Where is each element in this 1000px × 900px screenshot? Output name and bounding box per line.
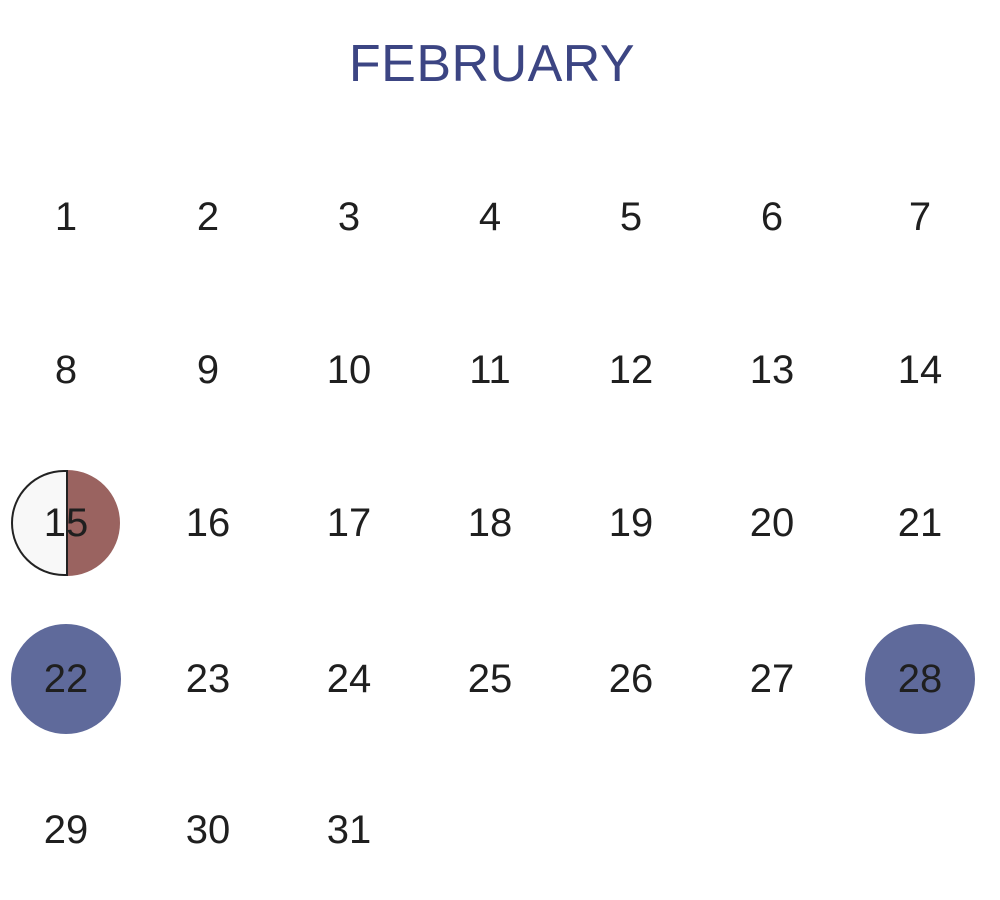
day-cell-19[interactable]: 19 bbox=[575, 467, 687, 579]
day-cell-18[interactable]: 18 bbox=[434, 467, 546, 579]
day-number: 19 bbox=[608, 500, 654, 545]
day-number: 21 bbox=[897, 500, 943, 545]
day-cell-23[interactable]: 23 bbox=[152, 623, 264, 735]
day-cell-4[interactable]: 4 bbox=[434, 161, 546, 273]
day-number: 31 bbox=[326, 807, 372, 852]
day-number: 27 bbox=[749, 656, 795, 701]
day-number: 14 bbox=[897, 347, 943, 392]
day-cell-30[interactable]: 30 bbox=[152, 774, 264, 886]
day-number: 28 bbox=[897, 656, 943, 701]
day-number: 10 bbox=[326, 347, 372, 392]
day-cell-31[interactable]: 31 bbox=[293, 774, 405, 886]
day-number: 11 bbox=[469, 347, 511, 392]
day-number: 6 bbox=[760, 194, 784, 239]
day-cell-13[interactable]: 13 bbox=[716, 314, 828, 426]
day-number: 7 bbox=[908, 194, 932, 239]
selected-day-circle bbox=[865, 624, 975, 734]
selected-day-circle bbox=[11, 624, 121, 734]
day-number: 15 bbox=[43, 500, 89, 545]
day-number: 13 bbox=[749, 347, 795, 392]
day-number: 3 bbox=[337, 194, 361, 239]
day-cell-1[interactable]: 1 bbox=[10, 161, 122, 273]
day-number: 9 bbox=[196, 347, 220, 392]
day-cell-3[interactable]: 3 bbox=[293, 161, 405, 273]
day-number: 5 bbox=[619, 194, 643, 239]
day-number: 2 bbox=[196, 194, 220, 239]
day-number: 23 bbox=[185, 656, 231, 701]
day-number: 20 bbox=[749, 500, 795, 545]
day-number: 16 bbox=[185, 500, 231, 545]
day-number: 8 bbox=[54, 347, 78, 392]
day-number: 30 bbox=[185, 807, 231, 852]
day-number: 24 bbox=[326, 656, 372, 701]
day-number: 17 bbox=[326, 500, 372, 545]
day-cell-16[interactable]: 16 bbox=[152, 467, 264, 579]
day-number: 1 bbox=[54, 194, 78, 239]
day-cell-14[interactable]: 14 bbox=[864, 314, 976, 426]
day-cell-20[interactable]: 20 bbox=[716, 467, 828, 579]
day-cell-10[interactable]: 10 bbox=[293, 314, 405, 426]
day-cell-25[interactable]: 25 bbox=[434, 623, 546, 735]
day-number: 25 bbox=[467, 656, 513, 701]
day-cell-17[interactable]: 17 bbox=[293, 467, 405, 579]
day-number: 26 bbox=[608, 656, 654, 701]
day-number: 22 bbox=[43, 656, 89, 701]
day-cell-27[interactable]: 27 bbox=[716, 623, 828, 735]
half-marked-day-circle bbox=[11, 470, 121, 576]
day-cell-6[interactable]: 6 bbox=[716, 161, 828, 273]
day-cell-24[interactable]: 24 bbox=[293, 623, 405, 735]
day-cell-15[interactable]: 15 bbox=[10, 467, 122, 579]
day-cell-21[interactable]: 21 bbox=[864, 467, 976, 579]
day-cell-2[interactable]: 2 bbox=[152, 161, 264, 273]
day-cell-11[interactable]: 11 bbox=[434, 314, 546, 426]
day-cell-28[interactable]: 28 bbox=[864, 623, 976, 735]
day-cell-8[interactable]: 8 bbox=[10, 314, 122, 426]
day-number: 18 bbox=[467, 500, 513, 545]
day-cell-22[interactable]: 22 bbox=[10, 623, 122, 735]
day-cell-5[interactable]: 5 bbox=[575, 161, 687, 273]
day-number: 4 bbox=[478, 194, 502, 239]
day-number: 29 bbox=[43, 807, 89, 852]
day-cell-7[interactable]: 7 bbox=[864, 161, 976, 273]
day-cell-9[interactable]: 9 bbox=[152, 314, 264, 426]
day-cell-26[interactable]: 26 bbox=[575, 623, 687, 735]
day-cell-12[interactable]: 12 bbox=[575, 314, 687, 426]
month-title: FEBRUARY bbox=[348, 35, 636, 93]
day-number: 12 bbox=[608, 347, 654, 392]
day-cell-29[interactable]: 29 bbox=[10, 774, 122, 886]
